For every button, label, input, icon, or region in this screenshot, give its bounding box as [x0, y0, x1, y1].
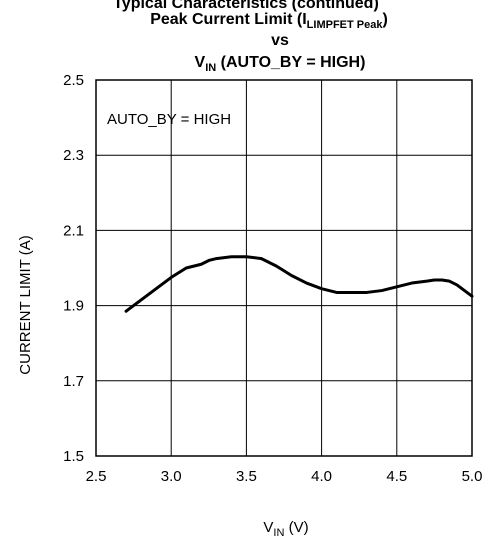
chart-title-line2: vs — [271, 32, 289, 49]
x-tick-label: 4.5 — [386, 468, 407, 485]
title-line1-close: ) — [382, 11, 387, 28]
x-tick-label: 5.0 — [462, 468, 483, 485]
x-tick-label: 3.5 — [236, 468, 257, 485]
y-tick-label: 2.5 — [63, 72, 84, 89]
y-axis-label: CURRENT LIMIT (A) — [17, 235, 34, 374]
x-tick-label: 2.5 — [86, 468, 107, 485]
y-tick-label: 2.1 — [63, 222, 84, 239]
y-tick-label: 1.9 — [63, 298, 84, 315]
x-tick-label: 3.0 — [161, 468, 182, 485]
series-line — [124, 255, 474, 313]
y-tick-label: 1.5 — [63, 448, 84, 465]
title-line1-subscript: LIMPFET Peak — [307, 19, 384, 31]
x-axis-label-subscript: IN — [273, 527, 284, 539]
y-tick-label: 2.3 — [63, 147, 84, 164]
x-axis-label-rest: (V) — [284, 519, 308, 536]
x-tick-label: 4.0 — [311, 468, 332, 485]
chart-title-line1: Peak Current Limit (ILIMPFET Peak) — [150, 11, 388, 31]
title-line3-subscript: IN — [205, 62, 216, 74]
y-tick-label: 1.7 — [63, 373, 84, 390]
title-line3-rest: (AUTO_BY = HIGH) — [216, 54, 365, 71]
x-axis-label: VIN (V) — [263, 519, 308, 539]
title-line1-main: Peak Current Limit (I — [150, 11, 306, 28]
plot-area-frame — [95, 79, 473, 457]
data-series — [124, 255, 474, 313]
x-axis-label-main: V — [263, 519, 273, 536]
tick-labels: 2.5 3.0 3.5 4.0 4.5 5.0 2.5 2.3 2.1 1.9 1.7 1.5 — [63, 72, 482, 485]
chart-title-line3: VIN (AUTO_BY = HIGH) — [195, 54, 366, 74]
page-header-fragment: Typical Characteristics (continued) — [113, 0, 379, 12]
title-line3-main: V — [195, 54, 206, 71]
plot-annotation: AUTO_BY = HIGH — [107, 111, 231, 128]
grid-lines — [96, 80, 472, 456]
